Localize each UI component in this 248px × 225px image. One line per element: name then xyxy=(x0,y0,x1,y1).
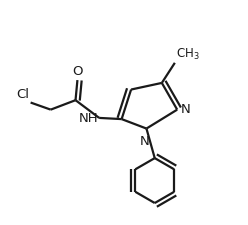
Text: N: N xyxy=(181,103,190,115)
Text: O: O xyxy=(73,65,83,78)
Text: Cl: Cl xyxy=(16,88,30,101)
Text: CH$_3$: CH$_3$ xyxy=(176,47,200,62)
Text: NH: NH xyxy=(78,111,98,124)
Text: N: N xyxy=(140,134,150,147)
